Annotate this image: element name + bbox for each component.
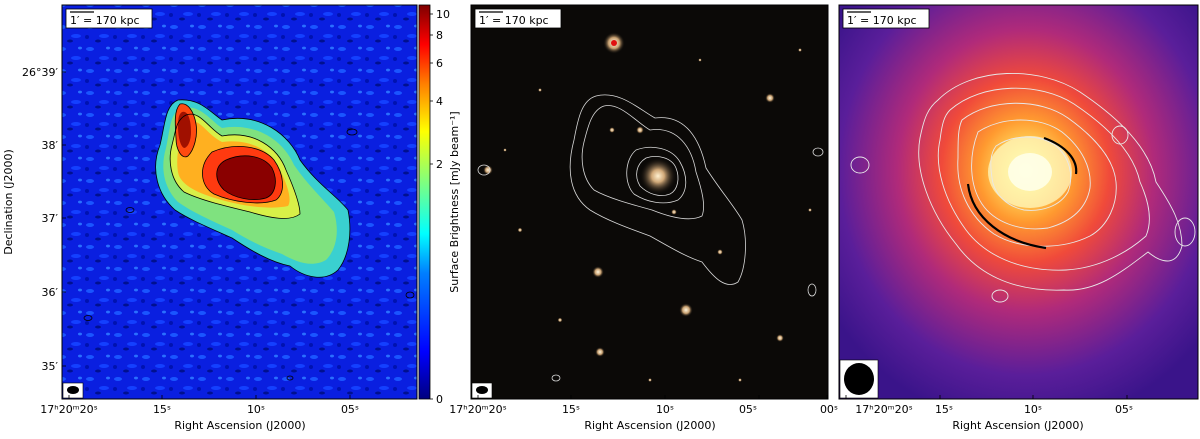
optical-panel: 1′ = 170 kpc 17ʰ20ᵐ20ˢ 15ˢ 10ˢ 05ˢ 00ˢ R… [449,4,838,432]
x-tick-label: 17ʰ20ᵐ20ˢ [855,403,912,416]
x-tick-label: 05ˢ [341,403,359,416]
optical-image-background [471,5,828,399]
y-axis-label: Declination (J2000) [2,149,15,255]
x-tick-label: 17ʰ20ᵐ20ˢ [449,403,506,416]
colorbar-tick-label: 6 [436,57,443,70]
xray-panel: 1′ = 170 kpc 17ʰ20ᵐ20ˢ 15ˢ 10ˢ 05ˢ Right… [838,4,1199,432]
optical-x-ticks [477,395,828,399]
radio-y-ticks [62,71,351,399]
y-tick-label: 36′ [42,286,59,299]
y-tick-label: 37′ [42,212,59,225]
scalebar-label: 1′ = 170 kpc [70,14,140,27]
shock-arc [966,183,1047,250]
optical-panel-frame [470,4,829,400]
x-tick-label: 15ˢ [562,403,580,416]
xray-x-ticks [845,395,1128,399]
x-tick-label: 10ˢ [656,403,674,416]
scalebar-box [474,8,562,29]
colorbar-ticks [430,13,433,400]
scalebar-label: 1′ = 170 kpc [847,14,917,27]
colorbar [418,4,431,400]
colorbar-tick-label: 2 [436,158,443,171]
optical-radio-contours [477,94,824,382]
x-tick-label: 10ˢ [1024,403,1042,416]
y-tick-label: 38′ [42,139,59,152]
colorbar-tick-label: 4 [436,95,443,108]
y-tick-label: 35′ [42,360,59,373]
x-tick-label: 10ˢ [247,403,265,416]
xray-panel-frame [838,4,1199,400]
optical-sources [483,32,812,382]
x-tick-label: 05ˢ [1115,403,1133,416]
psf-ellipse [844,363,874,395]
scalebar-box [842,8,930,29]
x-axis-label: Right Ascension (J2000) [584,419,715,432]
x-tick-label: 15ˢ [153,403,171,416]
colorbar-tick-label: 8 [436,29,443,42]
x-tick-label: 15ˢ [935,403,953,416]
colorbar-tick-label: 10 [436,8,450,21]
x-tick-label: 17ʰ20ᵐ20ˢ [40,403,97,416]
scalebar-box [65,8,153,29]
y-tick-label: 26°39′ [22,66,58,79]
radio-panel-frame [61,4,418,400]
beam-ellipse [67,386,79,394]
xray-overlays [850,72,1196,303]
radio-panel: 1′ = 170 kpc 26°39′ 38′ 37′ 36′ 35′ 17ʰ2… [2,4,461,432]
xray-radio-contours [850,72,1196,303]
radio-emission [83,99,415,381]
x-axis-label: Right Ascension (J2000) [952,419,1083,432]
cold-front-arc [1043,136,1078,175]
x-tick-label: 00ˢ [820,403,838,416]
x-tick-label: 05ˢ [739,403,757,416]
colorbar-label: Surface Brightness [mJy beam⁻¹] [448,111,461,292]
scalebar-label: 1′ = 170 kpc [479,14,549,27]
x-axis-label: Right Ascension (J2000) [174,419,305,432]
beam-ellipse [476,386,488,394]
colorbar-tick-label: 0 [436,393,443,406]
